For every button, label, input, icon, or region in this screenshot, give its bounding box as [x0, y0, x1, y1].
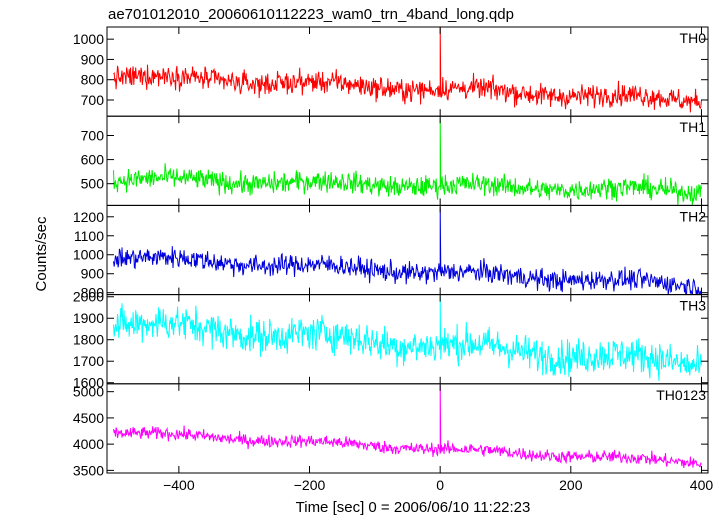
- y-axis-label: Counts/sec: [33, 216, 50, 292]
- y-tick-label: 900: [81, 51, 105, 67]
- y-tick-label: 600: [81, 152, 105, 168]
- x-tick-label: 200: [559, 477, 583, 493]
- y-tick-label: 1100: [74, 228, 104, 244]
- y-tick-label: 1200: [73, 209, 104, 225]
- panel-th2: 800 900 1000 1100 1200 TH2: [73, 204, 709, 301]
- y-tick-label: 1900: [73, 310, 104, 326]
- panel-th0123: 3500 4000 4500 5000 TH0123: [73, 383, 709, 478]
- y-tick-label: 4000: [73, 436, 104, 452]
- y-tick-label: 800: [81, 72, 105, 88]
- y-tick-label: 500: [81, 176, 105, 192]
- series-line-th0123: [113, 385, 702, 469]
- x-tick-label: 400: [690, 477, 714, 493]
- y-tick-label: 1600: [73, 375, 104, 391]
- panel-th0: 700 800 900 1000 TH0: [73, 26, 709, 117]
- x-tick-label: −200: [294, 477, 326, 493]
- panel-label: TH0123: [656, 387, 706, 403]
- y-tick-label: 800: [81, 285, 105, 301]
- panel-th3: 1600 1700 1800 1900 2000 TH3: [73, 289, 709, 391]
- series-line-th0: [113, 27, 702, 113]
- y-tick-label: 5000: [73, 384, 104, 400]
- panel-frame: [106, 115, 709, 206]
- panel-frame: [106, 383, 709, 474]
- y-tick-label: 1000: [73, 31, 104, 47]
- panels-group: 700 800 900 1000 TH0 500 600 700 TH1 800 900 1000 11…: [73, 26, 709, 478]
- x-tick-label: 0: [436, 477, 444, 493]
- x-tick-label: −400: [163, 477, 195, 493]
- y-tick-label: 700: [81, 92, 105, 108]
- series-line-th1: [113, 118, 702, 206]
- x-axis-label: Time [sec] 0 = 2006/06/10 11:22:23: [296, 499, 531, 516]
- panel-th1: 500 600 700 TH1: [81, 115, 709, 206]
- series-line-th2: [113, 207, 702, 295]
- y-tick-label: 2000: [73, 289, 104, 305]
- x-axis: −400 −200 0 200 400: [163, 477, 713, 493]
- chart-title: ae701012010_20060610112223_wam0_trn_4ban…: [108, 6, 514, 23]
- panel-label: TH1: [680, 119, 707, 135]
- y-tick-label: 900: [81, 266, 105, 282]
- panel-label: TH3: [680, 298, 707, 314]
- panel-label: TH2: [680, 208, 707, 224]
- y-tick-label: 1700: [73, 353, 104, 369]
- panel-label: TH0: [680, 30, 707, 46]
- y-tick-label: 1000: [73, 247, 104, 263]
- y-tick-label: 700: [81, 127, 105, 143]
- series-line-th3: [113, 296, 702, 381]
- y-tick-label: 4500: [73, 410, 104, 426]
- y-tick-label: 1800: [73, 332, 104, 348]
- panel-frame: [106, 26, 709, 117]
- y-tick-label: 3500: [73, 462, 104, 478]
